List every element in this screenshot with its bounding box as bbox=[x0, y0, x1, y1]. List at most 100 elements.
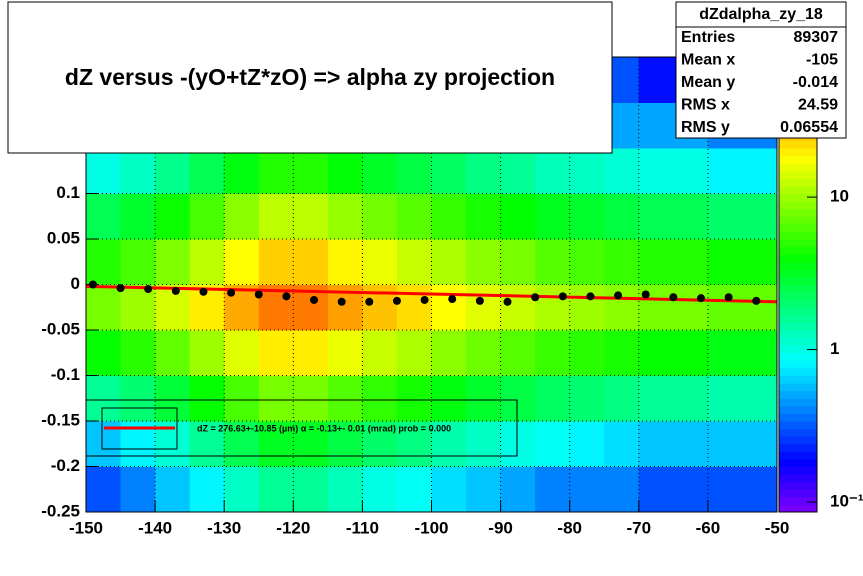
palette-swatch bbox=[779, 201, 817, 210]
stats-label: Mean y bbox=[681, 74, 735, 91]
x-tick-label: -90 bbox=[488, 518, 513, 537]
palette-swatch bbox=[779, 504, 817, 513]
palette-swatch bbox=[779, 223, 817, 232]
heatmap-cell bbox=[673, 239, 709, 285]
z-tick-label: 10⁻¹ bbox=[830, 491, 863, 510]
palette-swatch bbox=[779, 474, 817, 483]
profile-point bbox=[641, 290, 650, 299]
heatmap-cell bbox=[466, 193, 502, 240]
heatmap-cell bbox=[500, 193, 536, 240]
palette-swatch bbox=[779, 421, 817, 430]
heatmap-cell bbox=[155, 330, 191, 376]
x-tick-label: -80 bbox=[557, 518, 582, 537]
profile-point bbox=[475, 296, 484, 305]
heatmap-cell bbox=[224, 148, 260, 194]
heatmap-cell bbox=[86, 466, 122, 513]
x-tick-label: -120 bbox=[276, 518, 310, 537]
heatmap-cell bbox=[327, 466, 363, 513]
y-tick-label: -0.25 bbox=[41, 501, 80, 520]
stats-value: 24.59 bbox=[798, 97, 838, 114]
x-tick-label: -110 bbox=[346, 518, 379, 537]
z-tick-label: 1 bbox=[830, 339, 839, 358]
profile-point bbox=[227, 288, 236, 297]
heatmap-cell bbox=[569, 421, 605, 467]
heatmap-cell bbox=[293, 330, 329, 376]
heatmap-cell bbox=[638, 239, 674, 285]
heatmap-cell bbox=[189, 375, 225, 422]
fit-label: dZ = 276.63+-10.85 (µm) α = -0.13+- 0.01… bbox=[197, 423, 451, 433]
heatmap-cell bbox=[466, 421, 502, 467]
heatmap-cell bbox=[707, 284, 743, 331]
heatmap-cell bbox=[431, 284, 467, 331]
palette-swatch bbox=[779, 383, 817, 392]
palette-swatch bbox=[779, 276, 817, 285]
profile-point bbox=[392, 296, 401, 305]
heatmap-cell bbox=[604, 148, 640, 194]
heatmap-cell bbox=[742, 375, 778, 422]
y-tick-label: 0.1 bbox=[56, 183, 80, 202]
palette-swatch bbox=[779, 413, 817, 422]
heatmap-cell bbox=[569, 284, 605, 331]
heatmap-cell bbox=[742, 284, 778, 331]
y-tick-label: -0.1 bbox=[51, 365, 80, 384]
x-tick-label: -100 bbox=[414, 518, 448, 537]
heatmap-cell bbox=[673, 421, 709, 467]
heatmap-cell bbox=[396, 239, 432, 285]
profile-point bbox=[144, 285, 153, 294]
heatmap-cell bbox=[604, 466, 640, 513]
palette-swatch bbox=[779, 352, 817, 361]
heatmap-cell bbox=[120, 193, 156, 240]
heatmap-cell bbox=[224, 421, 260, 467]
heatmap-cell bbox=[707, 239, 743, 285]
palette-swatch bbox=[779, 193, 817, 202]
heatmap-cell bbox=[638, 375, 674, 422]
heatmap-cell bbox=[638, 57, 674, 103]
heatmap-cell bbox=[466, 330, 502, 376]
heatmap-cell bbox=[293, 239, 329, 285]
x-tick-label: -140 bbox=[138, 518, 172, 537]
heatmap-cell bbox=[638, 102, 674, 149]
heatmap-cell bbox=[327, 239, 363, 285]
profile-point bbox=[696, 294, 705, 303]
stats-value: 89307 bbox=[794, 29, 839, 46]
stats-value: 0.06554 bbox=[780, 119, 838, 136]
heatmap-cell bbox=[293, 466, 329, 513]
chart-title: dZ versus -(yO+tZ*zO) => alpha zy projec… bbox=[65, 64, 555, 90]
profile-point bbox=[88, 280, 97, 289]
palette-swatch bbox=[779, 314, 817, 323]
heatmap-cell bbox=[500, 375, 536, 422]
x-tick-label: -70 bbox=[627, 518, 652, 537]
heatmap-cell bbox=[293, 375, 329, 422]
stats-box: dZdalpha_zy_18 Entries 89307 Mean x -105 Mea… bbox=[675, 1, 847, 139]
palette-swatch bbox=[779, 489, 817, 498]
palette-swatch bbox=[779, 246, 817, 255]
profile-point bbox=[116, 284, 125, 293]
heatmap-cell bbox=[569, 330, 605, 376]
heatmap-cell bbox=[466, 284, 502, 331]
heatmap-cell bbox=[742, 421, 778, 467]
heatmap-cell bbox=[155, 193, 191, 240]
heatmap-cell bbox=[155, 239, 191, 285]
palette-swatch bbox=[779, 390, 817, 399]
heatmap-cell bbox=[327, 330, 363, 376]
heatmap-cell bbox=[569, 239, 605, 285]
palette-swatch bbox=[779, 140, 817, 149]
heatmap-cell bbox=[638, 421, 674, 467]
heatmap-cell bbox=[604, 375, 640, 422]
heatmap-cell bbox=[224, 375, 260, 422]
heatmap-cell bbox=[396, 421, 432, 467]
profile-point bbox=[420, 295, 429, 304]
heatmap-cell bbox=[189, 239, 225, 285]
heatmap-cell bbox=[431, 375, 467, 422]
palette-swatch bbox=[779, 330, 817, 339]
heatmap-cell bbox=[707, 421, 743, 467]
heatmap-cell bbox=[500, 148, 536, 194]
stats-name: dZdalpha_zy_18 bbox=[699, 6, 823, 23]
heatmap-cell bbox=[707, 466, 743, 513]
heatmap-cell bbox=[258, 193, 294, 240]
palette-swatch bbox=[779, 360, 817, 369]
heatmap-cell bbox=[189, 466, 225, 513]
heatmap-cell bbox=[431, 466, 467, 513]
heatmap-cell bbox=[673, 193, 709, 240]
